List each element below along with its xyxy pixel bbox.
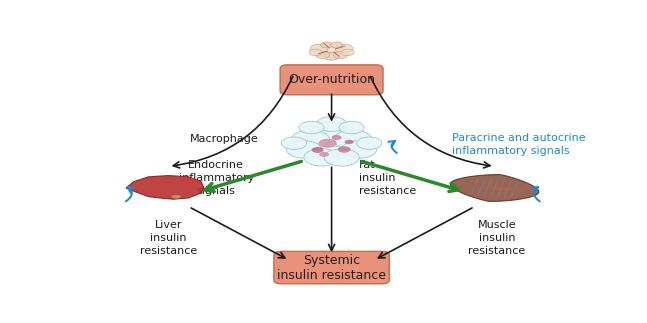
Text: Macrophage: Macrophage	[190, 134, 259, 144]
Ellipse shape	[319, 152, 329, 157]
Ellipse shape	[345, 140, 354, 144]
Circle shape	[334, 51, 347, 58]
Text: Paracrine and autocrine
inflammatory signals: Paracrine and autocrine inflammatory sig…	[452, 133, 586, 156]
Text: Liver
insulin
resistance: Liver insulin resistance	[140, 220, 197, 256]
Circle shape	[335, 44, 353, 53]
Ellipse shape	[356, 137, 382, 150]
Ellipse shape	[304, 149, 339, 166]
Ellipse shape	[311, 147, 324, 153]
Ellipse shape	[171, 195, 181, 198]
Circle shape	[341, 49, 354, 56]
Circle shape	[320, 42, 333, 48]
Text: Systemic
insulin resistance: Systemic insulin resistance	[277, 254, 386, 282]
FancyBboxPatch shape	[274, 251, 389, 284]
Ellipse shape	[292, 130, 329, 149]
Circle shape	[324, 52, 340, 60]
Polygon shape	[169, 177, 201, 187]
Ellipse shape	[318, 139, 336, 148]
Circle shape	[316, 51, 329, 58]
Ellipse shape	[342, 141, 377, 158]
Ellipse shape	[338, 146, 351, 153]
Ellipse shape	[307, 122, 356, 147]
Circle shape	[331, 42, 343, 48]
Ellipse shape	[332, 135, 342, 140]
FancyBboxPatch shape	[280, 65, 383, 95]
Ellipse shape	[339, 121, 364, 134]
Text: Fat
insulin
resistance: Fat insulin resistance	[359, 160, 417, 196]
Ellipse shape	[287, 141, 322, 158]
Circle shape	[309, 49, 322, 56]
Text: Over-nutrition: Over-nutrition	[288, 73, 375, 86]
Ellipse shape	[299, 121, 324, 134]
Polygon shape	[450, 175, 539, 201]
Ellipse shape	[324, 149, 359, 166]
Text: Muscle
insulin
resistance: Muscle insulin resistance	[468, 220, 525, 256]
Text: Endocrine
inflammatory
signals: Endocrine inflammatory signals	[179, 160, 254, 196]
Polygon shape	[126, 176, 204, 199]
Ellipse shape	[281, 137, 307, 150]
Ellipse shape	[316, 117, 347, 131]
Circle shape	[320, 45, 343, 56]
Circle shape	[310, 44, 328, 53]
Ellipse shape	[334, 130, 372, 149]
